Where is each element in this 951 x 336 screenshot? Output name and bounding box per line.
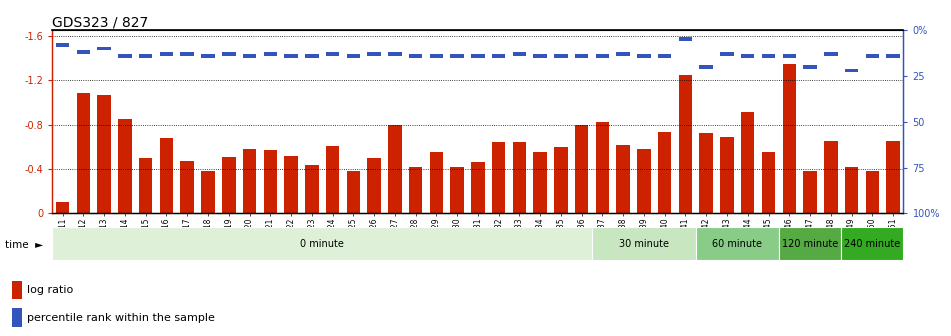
Bar xyxy=(263,150,277,213)
Bar xyxy=(762,152,775,213)
Bar xyxy=(865,54,879,58)
Bar xyxy=(825,52,838,56)
Bar xyxy=(346,54,360,58)
Bar xyxy=(513,52,526,56)
Bar xyxy=(842,227,903,260)
Bar xyxy=(97,47,111,50)
Bar xyxy=(762,54,775,58)
Bar xyxy=(575,125,589,213)
Bar xyxy=(305,54,319,58)
Bar xyxy=(367,52,380,56)
Bar xyxy=(181,52,194,56)
Bar xyxy=(700,133,713,213)
Bar xyxy=(534,152,547,213)
Bar xyxy=(492,54,505,58)
Bar xyxy=(202,171,215,213)
Bar xyxy=(741,112,754,213)
Bar xyxy=(52,227,592,260)
Text: 240 minute: 240 minute xyxy=(844,239,901,249)
Bar xyxy=(263,52,277,56)
Bar xyxy=(554,54,568,58)
Bar xyxy=(160,138,173,213)
Bar xyxy=(720,52,734,56)
Bar xyxy=(471,162,485,213)
Bar xyxy=(700,65,713,69)
Text: GDS323 / 827: GDS323 / 827 xyxy=(52,15,148,29)
Bar xyxy=(575,54,589,58)
Bar xyxy=(779,227,842,260)
Bar xyxy=(11,308,23,327)
Bar xyxy=(346,171,360,213)
Text: 60 minute: 60 minute xyxy=(712,239,763,249)
Bar xyxy=(388,52,401,56)
Bar xyxy=(720,137,734,213)
Bar xyxy=(305,165,319,213)
Bar xyxy=(804,65,817,69)
Bar xyxy=(409,167,422,213)
Bar xyxy=(595,54,610,58)
Text: percentile rank within the sample: percentile rank within the sample xyxy=(27,312,215,323)
Text: time  ►: time ► xyxy=(5,240,43,250)
Bar xyxy=(97,95,111,213)
Bar xyxy=(326,52,340,56)
Bar xyxy=(886,54,900,58)
Bar xyxy=(513,142,526,213)
Bar xyxy=(804,171,817,213)
Bar xyxy=(56,202,69,213)
Bar xyxy=(741,54,754,58)
Bar xyxy=(783,64,796,213)
Bar xyxy=(616,144,630,213)
Bar xyxy=(637,149,650,213)
Bar xyxy=(844,69,859,73)
Bar xyxy=(77,50,90,54)
Bar xyxy=(658,132,671,213)
Bar xyxy=(696,227,779,260)
Bar xyxy=(592,227,696,260)
Bar xyxy=(388,125,401,213)
Bar xyxy=(160,52,173,56)
Bar xyxy=(430,54,443,58)
Bar xyxy=(118,54,131,58)
Bar xyxy=(844,167,859,213)
Bar xyxy=(616,52,630,56)
Bar xyxy=(139,54,152,58)
Bar xyxy=(118,119,131,213)
Bar xyxy=(471,54,485,58)
Bar xyxy=(886,141,900,213)
Bar xyxy=(243,149,256,213)
Bar xyxy=(284,54,298,58)
Bar xyxy=(409,54,422,58)
Bar xyxy=(77,93,90,213)
Bar xyxy=(554,147,568,213)
Bar xyxy=(534,54,547,58)
Bar xyxy=(139,158,152,213)
Bar xyxy=(243,54,256,58)
Bar xyxy=(658,54,671,58)
Bar xyxy=(11,281,23,299)
Bar xyxy=(181,161,194,213)
Bar xyxy=(284,156,298,213)
Bar xyxy=(202,54,215,58)
Text: 0 minute: 0 minute xyxy=(301,239,344,249)
Bar xyxy=(222,157,236,213)
Bar xyxy=(492,142,505,213)
Bar xyxy=(679,37,692,41)
Text: 30 minute: 30 minute xyxy=(619,239,669,249)
Bar xyxy=(326,146,340,213)
Text: log ratio: log ratio xyxy=(27,285,73,295)
Bar xyxy=(430,152,443,213)
Bar xyxy=(783,54,796,58)
Bar xyxy=(825,141,838,213)
Text: 120 minute: 120 minute xyxy=(782,239,838,249)
Bar xyxy=(451,167,464,213)
Bar xyxy=(451,54,464,58)
Bar xyxy=(367,158,380,213)
Bar xyxy=(637,54,650,58)
Bar xyxy=(679,75,692,213)
Bar xyxy=(595,122,610,213)
Bar xyxy=(865,171,879,213)
Bar xyxy=(56,43,69,47)
Bar xyxy=(222,52,236,56)
